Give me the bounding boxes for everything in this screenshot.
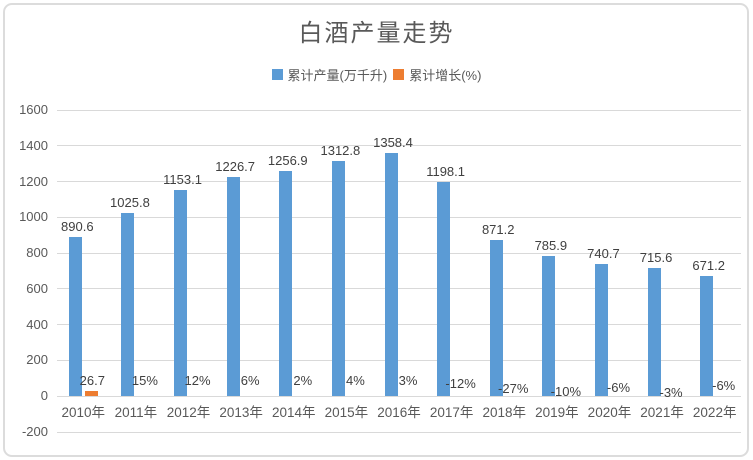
growth-series-swatch-icon [393, 69, 405, 80]
gridline [57, 145, 741, 147]
production-bar [121, 212, 135, 397]
production-bar [489, 240, 503, 397]
x-tick-label: 2019年 [535, 405, 579, 420]
production-bar [68, 236, 82, 397]
production-value-label: 1358.4 [373, 135, 413, 151]
production-value-label: 1312.8 [320, 143, 361, 159]
y-tick-label: 1600 [19, 102, 48, 117]
growth-value-label: -3% [659, 385, 683, 400]
x-tick-label: 2016年 [377, 405, 421, 420]
gridline [57, 252, 741, 254]
production-bar [647, 268, 661, 397]
legend-label-growth: 累计增长(%) [409, 68, 482, 83]
gridline [57, 288, 741, 290]
x-tick-label: 2010年 [61, 405, 106, 420]
production-value-label: 1256.9 [267, 153, 308, 169]
production-value-label: 740.7 [587, 245, 620, 261]
gridline [57, 359, 741, 361]
legend: 累计产量(万千升) 累计增长(%) [0, 65, 753, 84]
gridline [57, 181, 741, 183]
x-tick-label: 2017年 [429, 405, 474, 420]
legend-item-growth[interactable]: 累计增长(%) [393, 65, 481, 84]
production-value-label: 871.2 [481, 222, 515, 238]
chart-title: 白酒产量走势 [298, 20, 455, 47]
production-value-label: 671.2 [692, 258, 725, 274]
gridline [57, 109, 741, 111]
x-tick-label: 2015年 [324, 405, 369, 420]
growth-value-label: 15% [131, 373, 158, 388]
production-value-label: 1226.7 [215, 158, 256, 174]
production-bar [700, 276, 714, 397]
production-value-label: 1153.1 [163, 171, 202, 187]
production-bar [331, 161, 345, 397]
gridline [57, 431, 741, 433]
y-tick-label: -200 [21, 424, 48, 439]
growth-value-label: 4% [345, 373, 365, 388]
x-tick-label: 2012年 [166, 405, 211, 420]
growth-value-label: 12% [184, 373, 211, 388]
production-value-label: 715.6 [639, 250, 673, 266]
gridline [57, 395, 741, 397]
growth-bar [84, 391, 98, 397]
x-tick-label: 2022年 [692, 405, 737, 420]
production-bar [174, 189, 188, 397]
growth-value-label: -27% [498, 381, 529, 396]
production-bar [542, 255, 556, 397]
y-tick-label: 400 [26, 316, 48, 332]
y-tick-label: 200 [26, 352, 48, 368]
y-tick-label: 1000 [19, 209, 48, 225]
growth-value-label: 2% [293, 373, 313, 388]
production-value-label: 1025.8 [110, 194, 150, 210]
x-tick-label: 2014年 [271, 405, 316, 420]
production-value-label: 1198.1 [426, 163, 466, 179]
x-tick-label: 2020年 [587, 405, 632, 420]
y-tick-label: 1400 [19, 137, 48, 153]
y-tick-label: 800 [26, 245, 48, 261]
growth-value-label: -12% [445, 376, 476, 391]
production-bar [437, 181, 451, 397]
growth-value-label: -6% [712, 378, 736, 393]
y-tick-label: 600 [26, 280, 48, 296]
production-bar [279, 171, 293, 397]
legend-item-production[interactable]: 累计产量(万千升) [271, 65, 388, 84]
production-bar [594, 263, 608, 397]
legend-label-production: 累计产量(万千升) [287, 68, 388, 83]
production-bar [384, 153, 398, 397]
x-tick-label: 2018年 [482, 405, 526, 420]
production-value-label: 785.9 [534, 237, 568, 253]
x-tick-label: 2011年 [114, 405, 158, 420]
production-value-label: 890.6 [61, 218, 94, 234]
plot-area: 890.6 26.7 2010年 1025.8 15% 2011年 1153.1 12% 201… [57, 109, 741, 433]
growth-value-label: -10% [550, 384, 582, 399]
gridline [57, 216, 741, 218]
y-tick-label: 0 [40, 388, 48, 404]
gridline [57, 324, 741, 326]
x-tick-label: 2013年 [219, 405, 263, 420]
y-tick-label: 1200 [19, 173, 48, 189]
growth-value-label: 26.7 [79, 373, 105, 388]
x-tick-label: 2021年 [640, 405, 684, 420]
growth-value-label: -6% [606, 380, 631, 395]
growth-value-label: 6% [240, 373, 260, 388]
growth-value-label: 3% [398, 373, 418, 388]
production-series-swatch-icon [271, 69, 283, 80]
production-bar [226, 176, 240, 397]
